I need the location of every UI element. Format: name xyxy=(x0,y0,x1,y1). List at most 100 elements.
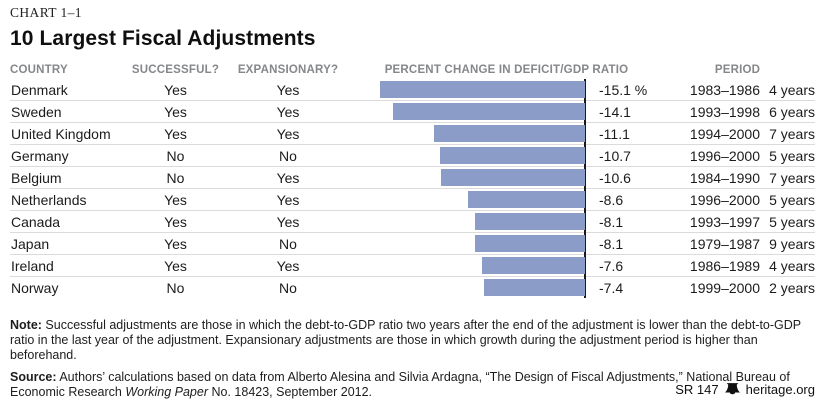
duration-cell: 6 years xyxy=(769,103,815,120)
site-url: heritage.org xyxy=(745,382,815,397)
deficit-change-bar xyxy=(393,103,585,120)
country-cell: Norway xyxy=(11,279,59,296)
bar-cell xyxy=(353,167,585,188)
country-cell: Canada xyxy=(11,213,61,230)
duration-cell: 5 years xyxy=(769,213,815,230)
period-cell: 1993–1997 xyxy=(689,213,760,230)
successful-cell: Yes xyxy=(164,213,187,230)
value-cell: -8.6 xyxy=(599,191,624,208)
expansionary-cell: Yes xyxy=(276,103,300,120)
table-row: United Kingdom Yes Yes -11.1 1994–2000 7 year… xyxy=(10,122,815,144)
country-cell: Denmark xyxy=(11,81,68,98)
period-cell: 1984–1990 xyxy=(689,169,760,186)
successful-cell: No xyxy=(166,279,185,296)
bar-cell xyxy=(353,123,585,144)
expansionary-cell: Yes xyxy=(276,81,300,98)
column-header-period: PERIOD xyxy=(714,64,761,76)
table-row: Canada Yes Yes -8.1 1993–1997 5 years xyxy=(10,210,815,232)
country-cell: United Kingdom xyxy=(11,125,111,142)
bar-cell xyxy=(353,277,585,298)
period-cell: 1979–1987 xyxy=(689,235,760,252)
successful-cell: No xyxy=(166,169,185,186)
country-cell: Netherlands xyxy=(11,191,87,208)
page-title: 10 Largest Fiscal Adjustments xyxy=(10,27,316,50)
deficit-change-bar xyxy=(474,213,585,230)
deficit-change-bar xyxy=(439,147,585,164)
value-cell: -10.7 xyxy=(599,147,631,164)
expansionary-cell: Yes xyxy=(276,191,300,208)
column-header-country: COUNTRY xyxy=(10,64,68,76)
bar-cell xyxy=(353,145,585,166)
expansionary-cell: Yes xyxy=(276,257,300,274)
value-cell: -10.6 xyxy=(599,169,631,186)
bar-cell xyxy=(353,211,585,232)
period-cell: 1996–2000 xyxy=(689,147,760,164)
expansionary-cell: No xyxy=(279,235,297,252)
period-cell: 1983–1986 xyxy=(689,81,760,98)
deficit-change-bar xyxy=(474,235,585,252)
expansionary-cell: Yes xyxy=(276,213,300,230)
zero-axis-line xyxy=(584,79,586,298)
bar-cell xyxy=(353,233,585,254)
bar-cell xyxy=(353,101,585,122)
table-row: Netherlands Yes Yes -8.6 1996–2000 5 years xyxy=(10,188,815,210)
value-cell: -8.1 xyxy=(599,235,624,252)
period-cell: 1996–2000 xyxy=(689,191,760,208)
duration-cell: 9 years xyxy=(769,235,815,252)
period-cell: 1993–1998 xyxy=(689,103,760,120)
bar-cell xyxy=(353,189,585,210)
country-cell: Japan xyxy=(11,235,50,252)
expansionary-cell: Yes xyxy=(276,169,300,186)
table-row: Japan Yes No -8.1 1979–1987 9 years xyxy=(10,232,815,254)
source-body-1: Authors’ calculations based on data from… xyxy=(10,370,790,399)
footer-branding: SR 147 heritage.org xyxy=(675,382,815,397)
deficit-change-bar xyxy=(440,169,585,186)
fiscal-adjustments-table: Denmark Yes Yes -15.1 % 1983–1986 4 years Swed… xyxy=(10,79,815,298)
note-body: Successful adjustments are those in whic… xyxy=(10,318,801,362)
expansionary-cell: No xyxy=(279,147,297,164)
table-header-row: COUNTRY SUCCESSFUL? EXPANSIONARY? PERCEN… xyxy=(10,64,815,76)
successful-cell: Yes xyxy=(164,103,187,120)
country-cell: Germany xyxy=(11,147,69,164)
successful-cell: Yes xyxy=(164,81,187,98)
bar-cell xyxy=(353,79,585,100)
expansionary-cell: Yes xyxy=(276,125,300,142)
period-cell: 1994–2000 xyxy=(689,125,760,142)
column-header-expansionary: EXPANSIONARY? xyxy=(237,64,339,76)
note-text: Note: Successful adjustments are those i… xyxy=(10,318,802,363)
chart-number-label: CHART 1–1 xyxy=(10,5,82,20)
value-cell: -7.6 xyxy=(599,257,624,274)
deficit-change-bar xyxy=(379,81,585,98)
duration-cell: 2 years xyxy=(769,279,815,296)
table-row: Denmark Yes Yes -15.1 % 1983–1986 4 years xyxy=(10,79,815,100)
country-cell: Belgium xyxy=(11,169,62,186)
successful-cell: Yes xyxy=(164,191,187,208)
source-body-2: No. 18423, September 2012. xyxy=(208,385,373,399)
column-header-percent-change: PERCENT CHANGE IN DEFICIT/GDP RATIO xyxy=(384,64,629,76)
note-label: Note: xyxy=(10,318,42,332)
successful-cell: Yes xyxy=(164,257,187,274)
bar-cell xyxy=(353,255,585,276)
source-working-paper: Working Paper xyxy=(125,385,209,399)
liberty-bell-icon xyxy=(724,383,740,396)
value-cell: -11.1 xyxy=(599,125,630,142)
source-text: Source: Authors’ calculations based on d… xyxy=(10,370,802,400)
duration-cell: 5 years xyxy=(769,191,815,208)
duration-cell: 4 years xyxy=(769,257,815,274)
expansionary-cell: No xyxy=(279,279,297,296)
duration-cell: 7 years xyxy=(769,125,815,142)
successful-cell: No xyxy=(166,147,185,164)
table-row: Norway No No -7.4 1999–2000 2 years xyxy=(10,276,815,298)
value-cell: -7.4 xyxy=(599,279,624,296)
period-cell: 1986–1989 xyxy=(689,257,760,274)
value-cell: -8.1 xyxy=(599,213,624,230)
country-cell: Sweden xyxy=(11,103,62,120)
duration-cell: 7 years xyxy=(769,169,815,186)
deficit-change-bar xyxy=(484,279,585,296)
deficit-change-bar xyxy=(434,125,585,142)
country-cell: Ireland xyxy=(11,257,54,274)
column-header-successful: SUCCESSFUL? xyxy=(131,64,220,76)
period-cell: 1999–2000 xyxy=(689,279,760,296)
source-label: Source: xyxy=(10,370,57,384)
